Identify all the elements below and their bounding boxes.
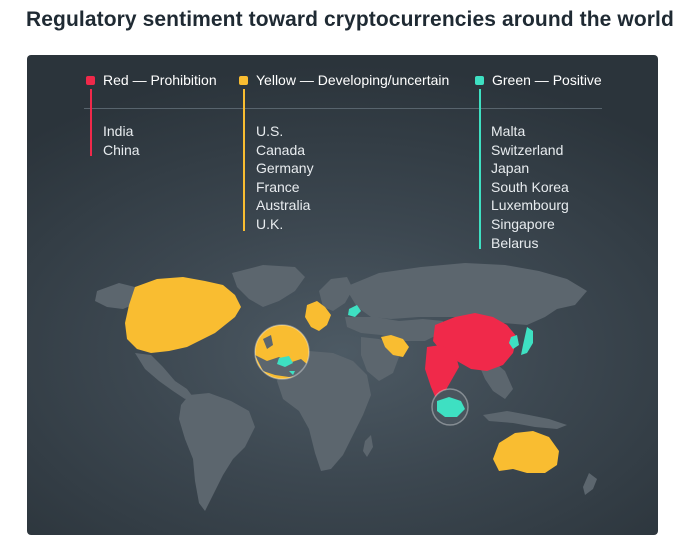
world-map	[95, 263, 597, 511]
scandinavia-shape	[319, 277, 353, 311]
madagascar-shape	[363, 435, 373, 457]
russia-shape	[345, 263, 587, 325]
india-shape	[425, 345, 459, 401]
africa-shape	[277, 351, 371, 471]
yellow-country-list: U.S. Canada Germany France Australia U.K…	[256, 122, 314, 234]
red-swatch-icon	[86, 75, 95, 85]
country-belarus: Belarus	[491, 234, 539, 251]
map-panel: Red — Prohibition India China Yellow — D…	[27, 55, 658, 535]
iran-region-shape	[381, 335, 409, 357]
page-title: Regulatory sentiment toward cryptocurren…	[26, 8, 674, 31]
legend-group-red: Red — Prohibition	[86, 72, 217, 88]
belarus-shape	[348, 305, 361, 317]
country-malta: Malta	[491, 123, 526, 139]
green-countries	[348, 305, 533, 355]
green-connector-line	[479, 89, 481, 249]
country-canada: Canada	[256, 141, 306, 158]
legend-item-green: Green — Positive	[475, 72, 602, 88]
yellow-countries	[125, 277, 559, 473]
country-china: China	[103, 141, 140, 158]
legend-group-green: Green — Positive	[475, 72, 602, 88]
germany-france-uk-shape	[305, 301, 331, 331]
japan-shape	[521, 327, 533, 355]
canada-us-shape	[125, 277, 241, 353]
legend-label-red: Red — Prohibition	[103, 72, 217, 88]
singapore-zoom-shape	[437, 397, 465, 417]
alaska-shape	[95, 283, 137, 309]
legend-group-yellow: Yellow — Developing/uncertain	[239, 72, 449, 88]
legend-item-red: Red — Prohibition	[86, 72, 217, 88]
red-countries	[425, 313, 517, 401]
country-germany: Germany	[256, 160, 314, 177]
country-us: U.S.	[256, 123, 284, 139]
land-masses	[95, 263, 597, 511]
singapore-zoom-bubble	[431, 388, 469, 426]
malta-zoom-shape	[289, 371, 295, 375]
country-france: France	[256, 178, 300, 195]
country-luxembourg: Luxembourg	[491, 197, 569, 214]
central-america-shape	[135, 353, 193, 399]
new-zealand-shape	[583, 473, 597, 495]
country-uk: U.K.	[256, 215, 284, 232]
south-america-shape	[179, 393, 255, 511]
korea-shape	[509, 335, 519, 349]
country-australia: Australia	[256, 197, 311, 214]
red-connector-line	[90, 89, 92, 156]
legend-label-yellow: Yellow — Developing/uncertain	[256, 72, 450, 88]
country-switzerland: Switzerland	[491, 141, 564, 158]
legend-item-yellow: Yellow — Developing/uncertain	[239, 72, 449, 88]
country-india: India	[103, 123, 134, 139]
central-asia-shape	[345, 317, 443, 341]
red-country-list: India China	[103, 122, 140, 159]
europe-zoom-bubble	[254, 324, 310, 380]
greenland-shape	[232, 265, 305, 307]
yellow-connector-line	[243, 89, 245, 231]
australia-shape	[493, 431, 559, 473]
yellow-swatch-icon	[239, 75, 248, 85]
legend-divider	[84, 108, 602, 109]
legend-label-green: Green — Positive	[492, 72, 602, 88]
country-singapore: Singapore	[491, 215, 555, 232]
country-south-korea: South Korea	[491, 178, 569, 195]
green-swatch-icon	[475, 75, 484, 85]
indonesia-shape	[483, 411, 567, 429]
green-country-list: Malta Switzerland Japan South Korea Luxe…	[491, 122, 569, 252]
switzerland-zoom-shape	[277, 356, 293, 367]
country-japan: Japan	[491, 160, 530, 177]
